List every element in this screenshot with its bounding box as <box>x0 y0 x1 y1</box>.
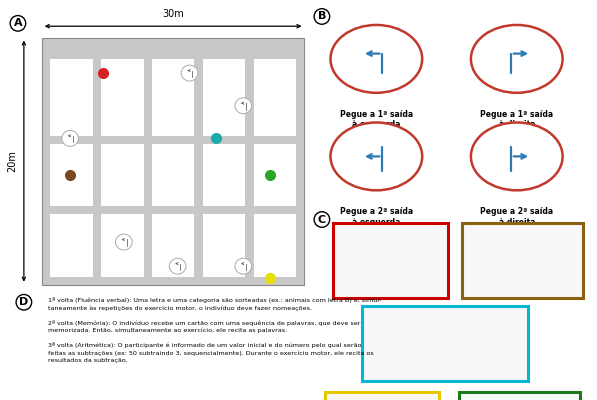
Circle shape <box>471 25 562 93</box>
Bar <box>462 223 583 298</box>
Circle shape <box>235 258 252 274</box>
Text: Pegue a 2ª saída
à direita: Pegue a 2ª saída à direita <box>480 207 553 227</box>
Bar <box>460 392 580 400</box>
Bar <box>50 214 93 277</box>
Circle shape <box>331 25 422 93</box>
Bar <box>101 59 143 136</box>
Bar <box>362 306 528 381</box>
Bar <box>254 144 296 206</box>
Circle shape <box>181 65 198 81</box>
Circle shape <box>116 234 133 250</box>
Text: Pegue a 2ª saída
à esquerda: Pegue a 2ª saída à esquerda <box>340 207 413 227</box>
Bar <box>152 59 195 136</box>
Circle shape <box>170 258 186 274</box>
Text: 1ª volta (Fluência verbal): Uma letra e uma categoria são sorteadas (ex.: animai: 1ª volta (Fluência verbal): Uma letra e … <box>48 297 381 362</box>
Circle shape <box>235 98 252 114</box>
Bar <box>152 214 195 277</box>
Bar <box>42 38 304 285</box>
Text: C: C <box>318 214 326 224</box>
Bar <box>101 144 143 206</box>
Circle shape <box>471 122 562 190</box>
Text: Pegue a 1ª saída
à direita: Pegue a 1ª saída à direita <box>480 110 553 129</box>
Bar <box>152 144 195 206</box>
Circle shape <box>331 122 422 190</box>
Text: A: A <box>14 18 22 28</box>
Circle shape <box>62 130 79 146</box>
Bar <box>333 223 448 298</box>
Bar <box>50 144 93 206</box>
Bar <box>101 214 143 277</box>
Bar <box>325 392 439 400</box>
Text: D: D <box>19 297 29 307</box>
Bar <box>50 59 93 136</box>
Bar <box>254 214 296 277</box>
Text: Pegue a 1ª saída
à esquerda: Pegue a 1ª saída à esquerda <box>340 110 413 129</box>
Bar <box>203 144 245 206</box>
Bar <box>203 214 245 277</box>
Text: 20m: 20m <box>7 150 17 172</box>
Text: B: B <box>318 12 326 22</box>
Bar <box>203 59 245 136</box>
Bar <box>254 59 296 136</box>
Text: 30m: 30m <box>162 9 184 19</box>
